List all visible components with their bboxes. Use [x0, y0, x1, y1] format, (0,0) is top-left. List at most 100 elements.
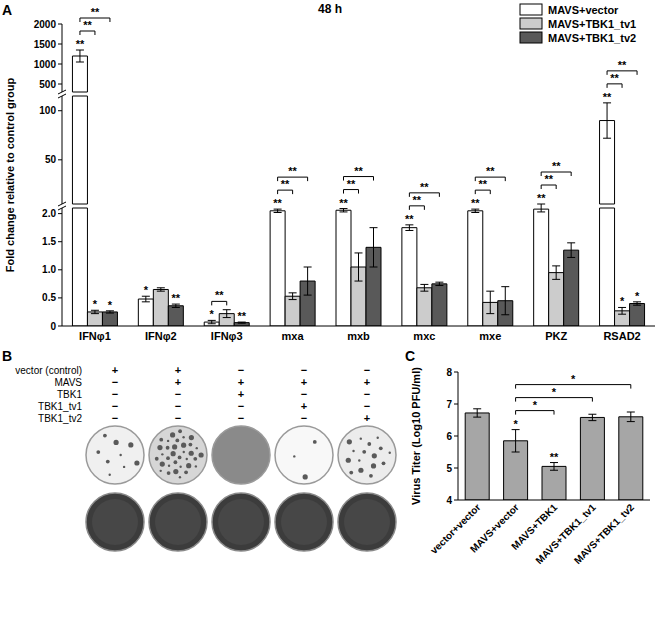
plaque — [360, 437, 362, 439]
well — [149, 426, 207, 484]
plaque — [172, 444, 177, 449]
bracket — [516, 411, 554, 415]
plaque — [372, 453, 377, 458]
bracket-label: ** — [281, 178, 290, 190]
plaque — [179, 466, 181, 468]
y-tick-label: 1.0 — [42, 264, 56, 275]
treatment-mark: − — [301, 388, 307, 400]
bar — [580, 417, 604, 500]
plaque — [196, 447, 198, 449]
significance: * — [620, 295, 625, 307]
well — [212, 493, 270, 551]
treatment-mark: − — [238, 364, 244, 376]
plot-marks — [72, 50, 644, 326]
y-tick-label: 0 — [50, 321, 56, 332]
treatment-mark: + — [364, 412, 370, 424]
y-tick — [58, 241, 62, 242]
treatment-mark: − — [364, 364, 370, 376]
plaque — [313, 440, 317, 444]
plaque — [188, 443, 192, 447]
y-tick — [454, 500, 458, 501]
well-inner — [344, 499, 390, 545]
bracket — [278, 177, 308, 181]
treatment-mark: − — [238, 412, 244, 424]
y-tick-label: 2000 — [34, 19, 57, 30]
significance: ** — [550, 451, 559, 463]
y-tick — [454, 404, 458, 405]
error-bar — [627, 412, 635, 422]
error-bar — [435, 282, 443, 285]
y-tick-label: 1000 — [34, 59, 57, 70]
x-tick-label: mxb — [347, 330, 370, 342]
y-tick-label: 500 — [39, 79, 56, 90]
bar — [564, 250, 579, 326]
x-tick-label: MAVS+TBK1_tv2 — [572, 501, 637, 566]
treatment-mark: + — [238, 388, 244, 400]
plaque — [303, 474, 308, 479]
error-bar — [552, 266, 560, 279]
bracket — [278, 190, 293, 194]
bar — [72, 56, 87, 326]
plot-texts: ************************ — [76, 38, 640, 322]
significance: ** — [471, 197, 480, 209]
plaque — [199, 452, 204, 457]
x-tick-label: mxe — [479, 330, 501, 342]
y-tick — [58, 44, 62, 45]
bracket-label: * — [533, 399, 538, 411]
plaque — [157, 445, 162, 450]
x-tick-label: RSAD2 — [603, 330, 640, 342]
significance: ** — [76, 38, 85, 50]
plaque — [183, 451, 185, 453]
bracket — [475, 177, 505, 181]
row-label: TBK1 — [57, 389, 82, 400]
plaque — [193, 457, 197, 461]
treatment-mark: + — [175, 364, 181, 376]
error-bar — [106, 311, 114, 313]
y-axis — [62, 208, 63, 326]
plaque — [123, 466, 125, 468]
axis-break — [58, 90, 66, 94]
plaque — [358, 459, 360, 461]
error-bar — [471, 209, 479, 212]
error-bar — [208, 320, 216, 323]
plaque — [184, 470, 188, 474]
y-tick — [58, 110, 62, 111]
axis-break — [58, 206, 66, 210]
bracket — [516, 398, 593, 402]
y-tick-label: 0.5 — [42, 292, 56, 303]
title: 48 h — [318, 2, 342, 16]
plaque — [103, 434, 107, 438]
treatment-mark: − — [112, 400, 118, 412]
error-bar — [340, 209, 348, 212]
bar — [549, 273, 564, 326]
plaque — [189, 451, 194, 456]
y-tick — [58, 84, 62, 85]
figure: ABC************************00.51.01.52.0… — [0, 0, 660, 629]
bracket-label: ** — [610, 72, 619, 84]
error-bar — [370, 228, 378, 267]
plaque — [161, 453, 163, 455]
plaque — [119, 454, 121, 456]
well-inner — [92, 499, 138, 545]
legend-swatch — [520, 32, 542, 43]
plaque — [189, 435, 194, 440]
y-tick-label: 1.5 — [42, 236, 56, 247]
treatment-mark: − — [112, 376, 118, 388]
significance: * — [513, 418, 518, 430]
plaque — [369, 474, 373, 478]
bracket — [344, 190, 359, 194]
bracket-label: ** — [288, 165, 297, 177]
plaque — [389, 452, 391, 454]
legend-label: MAVS+TBK1_tv2 — [548, 32, 636, 44]
bracket-label: ** — [83, 19, 92, 31]
bar — [630, 304, 645, 326]
significance: * — [108, 299, 113, 311]
bar — [102, 312, 117, 326]
bracket-label: ** — [215, 289, 224, 301]
bracket-label: ** — [413, 194, 422, 206]
y-axis — [62, 96, 63, 204]
bracket-label: * — [552, 386, 557, 398]
y-tick-label: 6 — [446, 431, 452, 442]
plaque — [155, 457, 159, 461]
treatment-mark: + — [301, 400, 307, 412]
